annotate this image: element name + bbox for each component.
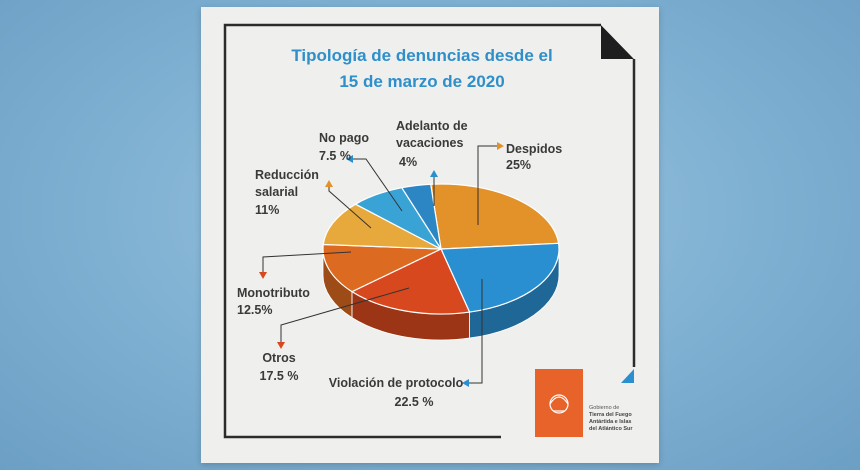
pie-callouts: Despidos 25% Violación de protocolo 22.5 % O… [237, 119, 562, 409]
value-label-despidos: 25% [506, 158, 531, 172]
pie-top [322, 183, 560, 315]
leader-line-no-pago [353, 158, 403, 212]
value-label-no-pago: 7.5 % [319, 149, 351, 163]
arrow-icon-otros [277, 342, 285, 349]
chart-title-line1: Tipología de denuncias desde el [291, 46, 552, 65]
arrow-icon-adelanto-de-vacaciones [430, 170, 438, 177]
pie-slice-monotributo [322, 243, 442, 293]
logo-text-line1: Gobierno de [589, 405, 619, 411]
emblem-icon [549, 394, 569, 414]
arrow-icon-monotributo [259, 272, 267, 279]
leader-line-monotributo [262, 251, 352, 272]
category-label-violacion-de-protocolo: Violación de protocolo [329, 376, 464, 390]
value-label-monotributo: 12.5% [237, 303, 272, 317]
folded-corner-icon [601, 25, 634, 59]
category-label-reduccion-salarial-2: salarial [255, 185, 298, 199]
arrow-icon-reduccion-salarial [325, 180, 333, 187]
value-label-violacion-de-protocolo: 22.5 % [395, 395, 434, 409]
leader-line-violacion-de-protocolo [469, 279, 483, 384]
decorative-frame [223, 23, 636, 439]
logo-text-line3: Antártida e Islas [589, 419, 632, 425]
logo-badge [535, 369, 583, 437]
pie-slice-adelanto-de-vacaciones [400, 183, 442, 250]
logo-text-line2: Tierra del Fuego [589, 412, 632, 418]
value-label-adelanto-de-vacaciones: 4% [399, 155, 417, 169]
category-label-adelanto-de-vacaciones-1: Adelanto de [396, 119, 468, 133]
leader-line-despidos [477, 145, 497, 225]
category-label-no-pago: No pago [319, 131, 369, 145]
category-label-reduccion-salarial-1: Reducción [255, 168, 319, 182]
government-logo: Gobierno de Tierra del Fuego Antártida e… [535, 369, 633, 437]
corner-triangle-icon [621, 369, 634, 383]
leader-line-otros [280, 287, 410, 342]
pie-slice-violacion-de-protocolo [440, 242, 560, 313]
category-label-despidos: Despidos [506, 142, 562, 156]
pie-chart: Tipología de denuncias desde el 15 de ma… [223, 23, 636, 439]
arrow-icon-despidos [497, 142, 504, 150]
pie-slice-otros [350, 248, 471, 315]
arrow-icon-no-pago [346, 155, 353, 163]
category-label-adelanto-de-vacaciones-2: vacaciones [396, 136, 463, 150]
leader-line-reduccion-salarial [328, 187, 372, 229]
pie-slice-despidos [430, 183, 560, 250]
category-label-monotributo: Monotributo [237, 286, 310, 300]
value-label-reduccion-salarial: 11% [255, 203, 279, 217]
value-label-otros: 17.5 % [260, 369, 299, 383]
logo-text-line4: del Atlántico Sur [589, 426, 633, 432]
arrow-icon-violacion-de-protocolo [462, 379, 469, 387]
category-label-otros: Otros [262, 351, 295, 365]
pie-slice-reduccion-salarial [322, 203, 442, 250]
poster-card: Tipología de denuncias desde el 15 de ma… [201, 7, 659, 463]
chart-title-line2: 15 de marzo de 2020 [339, 72, 504, 91]
